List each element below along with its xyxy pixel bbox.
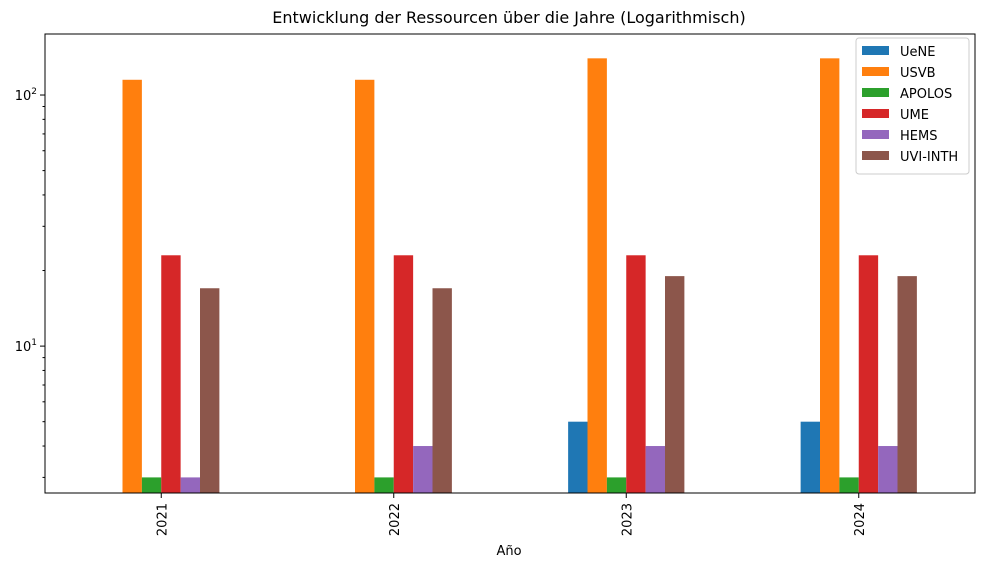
- y-tick-label: 101: [15, 338, 37, 355]
- legend-label-apolos: APOLOS: [900, 87, 952, 102]
- x-tick-label-2023: 2023: [620, 503, 635, 536]
- bar-apolos-2023: [606, 477, 627, 493]
- bar-usvb-2021: [122, 79, 142, 493]
- bar-hems-2023: [645, 446, 666, 493]
- bar-uvi-inth-2024: [897, 276, 917, 493]
- bar-ume-2023: [626, 255, 646, 493]
- bar-usvb-2024: [820, 58, 840, 493]
- bars-group: [122, 58, 917, 493]
- legend: UeNE USVB APOLOS UME HEMS UVI-INTH: [855, 37, 970, 175]
- bar-uvi-inth-2022: [432, 288, 452, 493]
- legend-label-uvi-inth: UVI-INTH: [900, 150, 958, 165]
- bar-apolos-2022: [374, 477, 394, 493]
- bar-hems-2021: [180, 477, 201, 493]
- x-axis-label: Año: [496, 544, 521, 559]
- bar-usvb-2022: [355, 79, 375, 493]
- legend-label-uene: UeNE: [900, 45, 935, 60]
- bar-hems-2022: [413, 446, 433, 493]
- bar-apolos-2021: [141, 477, 162, 493]
- bar-uene-2024: [800, 421, 821, 493]
- bar-uvi-inth-2021: [200, 288, 220, 493]
- x-tick-label-2021: 2021: [155, 503, 170, 536]
- legend-swatch-ume: [862, 109, 889, 118]
- x-tick-label-2024: 2024: [853, 503, 868, 536]
- legend-swatch-apolos: [862, 88, 889, 97]
- bar-hems-2024: [878, 446, 898, 493]
- y-tick-label: 102: [15, 87, 37, 104]
- legend-swatch-uvi-inth: [862, 151, 889, 160]
- chart-title: Entwicklung der Ressourcen über die Jahr…: [272, 8, 745, 27]
- bar-uene-2023: [568, 421, 588, 493]
- legend-label-hems: HEMS: [900, 129, 937, 144]
- bar-usvb-2023: [587, 58, 607, 493]
- x-axis: 2021 2022 2023 2024: [155, 493, 868, 536]
- plot-frame: [44, 33, 976, 494]
- bar-apolos-2024: [839, 477, 859, 493]
- bar-ume-2021: [161, 255, 181, 493]
- legend-label-ume: UME: [900, 108, 929, 123]
- legend-label-usvb: USVB: [900, 66, 936, 81]
- bar-ume-2022: [393, 255, 414, 493]
- y-axis: 101 102: [15, 87, 45, 478]
- bar-uvi-inth-2023: [665, 276, 685, 493]
- legend-swatch-usvb: [862, 67, 889, 76]
- legend-swatch-hems: [862, 130, 889, 139]
- legend-swatch-uene: [862, 46, 889, 55]
- x-tick-label-2022: 2022: [388, 503, 403, 536]
- bar-ume-2024: [858, 255, 879, 493]
